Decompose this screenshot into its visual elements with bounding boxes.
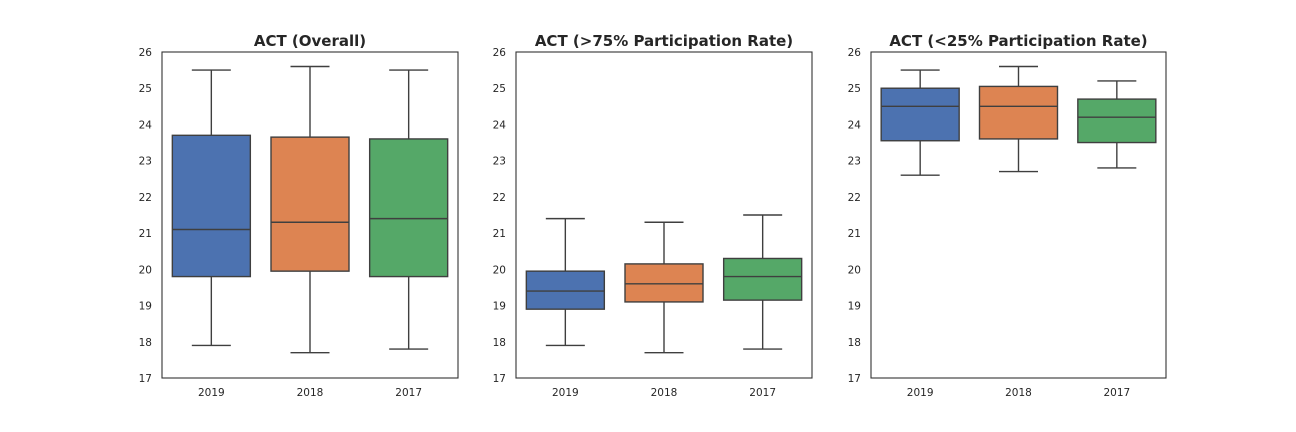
y-tick-label: 25 [139,83,152,95]
iqr-box [525,270,606,310]
iqr-box [171,134,252,278]
y-tick-label: 25 [493,83,506,95]
x-tick-label: 2018 [651,387,678,399]
box-2018 [978,65,1059,173]
iqr-box [722,257,803,301]
box-2019 [171,69,252,347]
y-tick-label: 18 [139,337,152,349]
box-2018 [270,65,350,354]
y-tick-label: 19 [848,301,861,313]
plot-frame [161,51,459,379]
y-tick-label: 24 [493,119,507,131]
x-tick-label: 2019 [907,387,934,399]
y-tick-label: 19 [139,301,152,313]
y-tick-label: 17 [139,373,152,385]
box-2017 [368,69,449,350]
y-tick-label: 26 [493,47,507,59]
y-tick-label: 18 [493,337,506,349]
box-2017 [1077,80,1157,169]
chart-title: ACT (<25% Participation Rate) [889,32,1147,50]
y-tick-label: 22 [139,192,152,204]
y-tick-label: 22 [493,192,506,204]
y-tick-label: 24 [848,119,862,131]
y-tick-label: 25 [848,83,861,95]
panel-3: ACT (<25% Participation Rate) 17 18 19 20 21 2… [848,32,1167,399]
y-tick-label: 23 [493,156,506,168]
plot-frame [870,51,1167,379]
y-tick-label: 17 [493,373,506,385]
box-2017 [722,214,803,350]
iqr-box [978,85,1059,140]
y-tick-label: 21 [139,228,152,240]
y-tick-label: 20 [848,264,861,276]
iqr-box [368,138,449,278]
x-tick-label: 2018 [297,387,324,399]
chart-title: ACT (>75% Participation Rate) [535,32,793,50]
x-tick-label: 2018 [1005,387,1032,399]
iqr-box [1077,98,1157,144]
x-tick-label: 2017 [1103,387,1130,399]
y-tick-label: 18 [848,337,861,349]
panel-1: ACT (Overall) 17 18 19 20 21 22 23 24 25 26 2019 201… [139,32,459,399]
y-tick-label: 24 [139,119,153,131]
iqr-box [880,87,960,142]
panel-2: ACT (>75% Participation Rate) 17 18 19 20 21 2… [493,32,813,399]
y-tick-label: 26 [848,47,862,59]
plot-frame [515,51,813,379]
chart-title: ACT (Overall) [254,32,366,50]
iqr-box [624,263,704,303]
y-tick-label: 21 [848,228,861,240]
iqr-box [270,136,350,272]
y-tick-label: 26 [139,47,153,59]
y-tick-label: 19 [493,301,506,313]
box-2019 [525,217,606,347]
y-tick-label: 20 [493,264,506,276]
y-tick-label: 23 [139,156,152,168]
x-tick-label: 2019 [198,387,225,399]
y-tick-label: 20 [139,264,152,276]
box-2018 [624,221,704,354]
box-2019 [880,69,960,176]
x-tick-label: 2019 [552,387,579,399]
y-tick-label: 17 [848,373,861,385]
x-tick-label: 2017 [395,387,422,399]
x-tick-label: 2017 [749,387,776,399]
y-tick-label: 23 [848,156,861,168]
y-tick-label: 21 [493,228,506,240]
y-tick-label: 22 [848,192,861,204]
